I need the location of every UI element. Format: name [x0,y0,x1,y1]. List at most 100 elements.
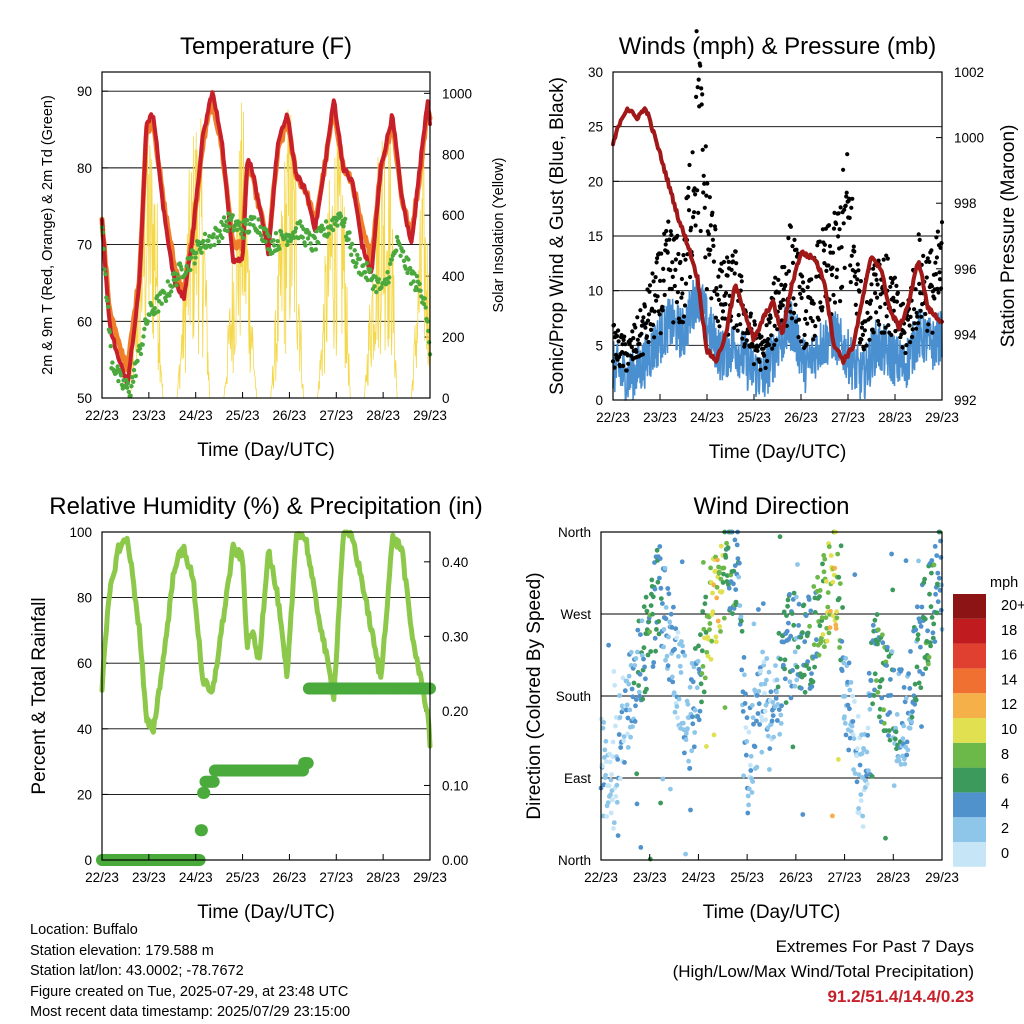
gust-point [703,255,708,260]
direction-point [778,712,784,718]
dewpoint-point [354,260,359,266]
direction-point [670,679,676,685]
gust-point [702,181,707,186]
direction-point [653,648,658,654]
gust-point [844,194,849,199]
direction-point [687,684,693,690]
direction-point [903,695,909,701]
gust-point [915,314,920,319]
direction-point [859,751,865,757]
gust-point [884,314,889,319]
rh-xtick-label: 25/23 [226,870,260,885]
dewpoint-point [159,301,164,306]
gust-point [683,281,689,286]
direction-point [632,663,638,668]
gust-point [834,275,839,280]
direction-point [630,694,636,700]
dewpoint-point [227,224,232,229]
gust-point [673,267,678,272]
gust-point [815,243,820,248]
direction-point [705,653,711,659]
direction-point [736,574,742,580]
dewpoint-point [184,263,189,269]
direction-point [658,585,664,591]
direction-point [866,670,872,676]
legend-label: 16 [1001,648,1017,664]
direction-point [724,540,729,546]
direction-point [751,621,757,627]
gust-point [755,348,760,353]
direction-point [674,704,680,709]
rh-xtick-label: 26/23 [273,870,307,885]
direction-point [881,720,887,726]
direction-point [734,542,740,548]
direction-point [682,750,687,756]
gust-point [799,339,804,344]
gust-point [803,316,808,322]
temp-xtick-label: 29/23 [413,408,447,423]
direction-point [666,634,671,640]
direction-point [879,677,885,682]
direction-point [650,664,656,669]
gust-point [890,280,895,285]
dewpoint-point [323,219,329,224]
direction-point [843,732,849,738]
gust-point [836,234,841,239]
direction-point [707,627,712,632]
rh-frame [101,531,431,861]
gust-point [886,323,891,328]
wind-ytick-label: 15 [588,229,603,244]
direction-point [887,710,893,715]
gust-point [633,325,638,330]
gust-point [924,275,929,280]
direction-point [643,594,649,600]
dewpoint-point [240,227,245,233]
direction-point [615,833,621,838]
gust-point [629,353,634,359]
direction-point [856,810,862,816]
gust-point [843,203,848,208]
dir-ytick-label: North [558,853,591,868]
direction-point [656,631,662,637]
direction-point [646,619,652,624]
gust-point [625,353,630,358]
direction-point [812,664,817,670]
gust-point [793,302,798,307]
direction-point [621,734,627,739]
direction-point [614,782,620,788]
temp-y2tick-label: 400 [442,269,465,284]
direction-point [919,604,925,610]
direction-point [702,601,708,607]
gust-point [665,250,670,255]
direction-point [826,544,832,550]
dewpoint-point [145,319,151,324]
dewpoint-point [275,239,280,244]
direction-point [647,856,653,862]
dewpoint-point [310,248,315,253]
wind-xtick-label: 24/23 [690,410,724,425]
temp-y2tick-label: 200 [442,330,465,345]
direction-point [864,749,870,755]
dewpoint-point [425,319,430,324]
gust-point [702,205,707,210]
gust-point [715,319,721,324]
gust-point [799,295,804,301]
dewpoint-point [266,234,272,239]
gust-point [936,290,941,295]
direction-point [732,537,738,543]
direction-point [675,715,680,721]
gust-point [646,312,652,317]
direction-point [937,587,943,593]
direction-point [852,771,858,776]
gust-point [744,338,749,343]
direction-point [746,802,751,808]
gust-point [741,331,746,336]
direction-point [716,569,722,575]
rh-ytick-label: 60 [77,656,92,671]
direction-point [708,656,714,662]
direction-point [699,648,705,654]
gust-point [659,251,664,256]
gust-point [904,343,909,348]
gust-point [924,259,929,264]
extremes-title: Extremes For Past 7 Days [775,937,974,956]
